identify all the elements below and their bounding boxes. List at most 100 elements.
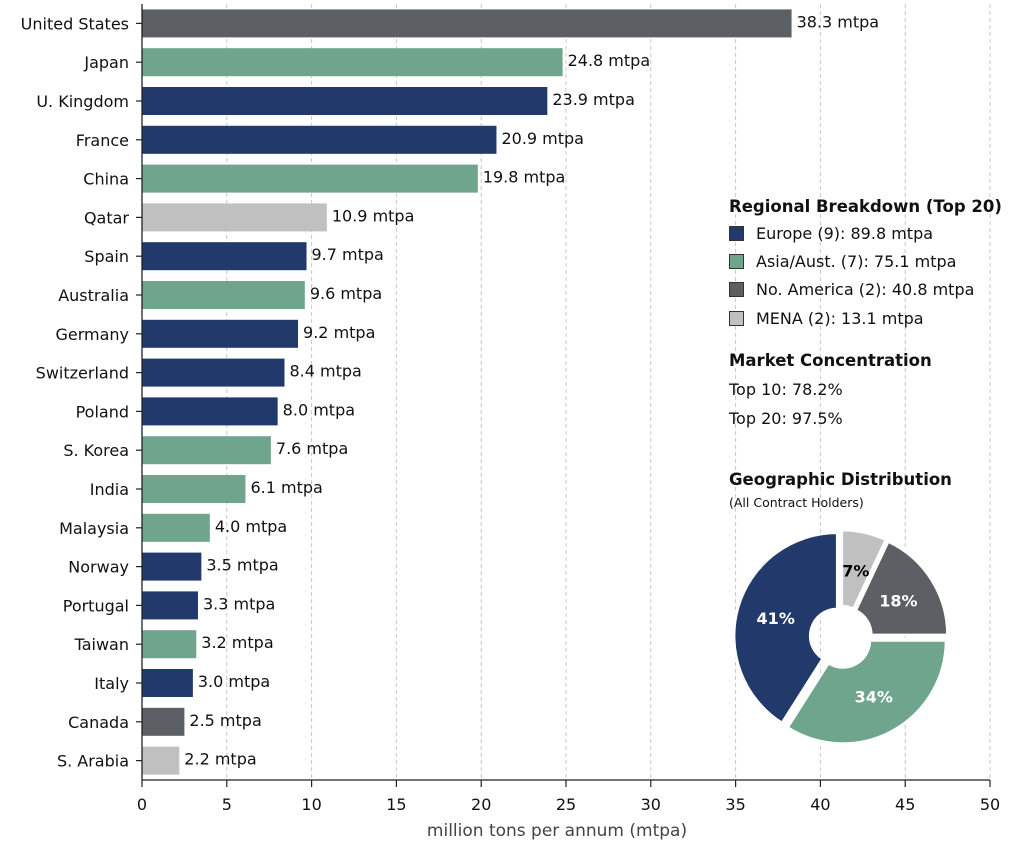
category-label: U. Kingdom <box>36 92 129 111</box>
axes: 0 5 10 15 20 25 30 35 40 45 50 United States Japan U.… <box>21 4 1000 814</box>
category-label: S. Arabia <box>57 752 129 771</box>
value-label: 8.4 mtpa <box>289 362 361 381</box>
bar <box>142 552 202 581</box>
pie-slice <box>786 639 948 745</box>
legend-label: Asia/Aust. (7): 75.1 mtpa <box>756 251 957 271</box>
value-label: 3.3 mtpa <box>203 594 275 613</box>
bar <box>142 87 548 115</box>
side-panel: Regional Breakdown (Top 20) Europe (9): … <box>729 196 1023 510</box>
value-label: 3.0 mtpa <box>198 672 270 691</box>
value-label: 20.9 mtpa <box>501 129 584 148</box>
x-axis-title: million tons per annum (mtpa) <box>427 821 687 841</box>
pie-slice-label: 41% <box>757 609 795 628</box>
x-tick-label: 50 <box>980 795 1000 814</box>
category-label: Portugal <box>63 596 129 615</box>
bar <box>142 397 278 426</box>
bar <box>142 513 210 542</box>
legend-item: MENA (2): 13.1 mtpa <box>729 304 1023 332</box>
value-label: 10.9 mtpa <box>332 206 415 225</box>
category-label: S. Korea <box>63 441 129 460</box>
legend-swatch <box>729 225 744 241</box>
category-label: Italy <box>94 674 129 693</box>
geo-distribution-title: Geographic Distribution <box>729 470 952 489</box>
value-label: 9.7 mtpa <box>312 245 384 264</box>
value-label: 24.8 mtpa <box>568 51 651 70</box>
pie-slice-label: 7% <box>842 562 869 581</box>
category-label: Qatar <box>84 208 129 227</box>
bar <box>142 436 271 465</box>
x-tick-label: 25 <box>556 795 576 814</box>
bar <box>142 9 792 38</box>
category-label: India <box>90 480 129 499</box>
bars: 38.3 mtpa 24.8 mtpa 23.9 mtpa 20.9 mtpa 19.8… <box>142 9 880 775</box>
category-label: Taiwan <box>74 635 129 654</box>
pie-slice <box>732 531 839 725</box>
value-label: 8.0 mtpa <box>283 400 355 419</box>
geo-distribution-subtitle: (All Contract Holders) <box>729 495 864 510</box>
value-label: 19.8 mtpa <box>483 168 566 187</box>
category-label: France <box>76 131 129 150</box>
category-label: Switzerland <box>36 364 129 383</box>
bar <box>142 48 563 77</box>
value-label: 2.5 mtpa <box>189 711 261 730</box>
pie-slice-label: 18% <box>879 592 917 611</box>
x-tick-label: 0 <box>137 795 147 814</box>
top10-share: Top 10: 78.2% <box>729 380 843 400</box>
legend-item: No. America (2): 40.8 mtpa <box>729 276 1023 304</box>
x-tick-label: 5 <box>222 795 232 814</box>
value-label: 9.2 mtpa <box>303 323 375 342</box>
bar <box>142 125 497 154</box>
bar <box>142 630 197 659</box>
legend-item: Europe (9): 89.8 mtpa <box>729 219 1023 247</box>
value-label: 3.2 mtpa <box>201 633 273 652</box>
value-label: 3.5 mtpa <box>206 556 278 575</box>
value-label: 38.3 mtpa <box>797 12 880 31</box>
legend-swatch <box>729 282 744 298</box>
legend-item: Asia/Aust. (7): 75.1 mtpa <box>729 247 1023 275</box>
x-tick-label: 20 <box>471 795 491 814</box>
x-tick-label: 35 <box>725 795 745 814</box>
category-label: Japan <box>83 53 129 72</box>
x-tick-label: 10 <box>301 795 321 814</box>
pie-slice-label: 34% <box>855 688 893 707</box>
bar <box>142 319 299 348</box>
x-tick-label: 30 <box>641 795 661 814</box>
legend-label: MENA (2): 13.1 mtpa <box>756 308 924 328</box>
legend-swatch <box>729 310 744 326</box>
market-concentration-title: Market Concentration <box>729 351 932 371</box>
legend-swatch <box>729 253 744 269</box>
value-label: 23.9 mtpa <box>552 90 635 109</box>
category-label: China <box>83 170 129 189</box>
bar <box>142 707 185 736</box>
bar <box>142 475 246 503</box>
legend-label: No. America (2): 40.8 mtpa <box>756 280 975 300</box>
bar <box>142 746 180 775</box>
legend-label: Europe (9): 89.8 mtpa <box>756 223 934 243</box>
category-label: Canada <box>68 713 129 732</box>
market-concentration: Market Concentration Top 10: 78.2% Top 2… <box>729 350 1023 433</box>
x-tick-label: 45 <box>895 795 915 814</box>
x-tick-label: 40 <box>810 795 830 814</box>
legend: Europe (9): 89.8 mtpa Asia/Aust. (7): 75.… <box>729 219 1023 332</box>
regional-breakdown-title: Regional Breakdown (Top 20) <box>729 197 1002 216</box>
bar <box>142 164 478 193</box>
category-label: Spain <box>84 247 129 266</box>
category-label: Poland <box>76 402 129 421</box>
bar <box>142 591 198 620</box>
pie-chart: 7% 18% 34% 41% <box>732 530 949 745</box>
value-label: 7.6 mtpa <box>276 439 348 458</box>
value-label: 6.1 mtpa <box>250 478 322 497</box>
bar <box>142 669 193 697</box>
category-label: Germany <box>55 325 129 344</box>
pie-slice <box>854 539 949 637</box>
category-label: Malaysia <box>59 519 129 538</box>
category-label: Norway <box>68 558 129 577</box>
category-label: Australia <box>58 286 129 305</box>
bar <box>142 203 327 232</box>
value-label: 9.6 mtpa <box>310 284 382 303</box>
x-tick-label: 15 <box>386 795 406 814</box>
value-label: 4.0 mtpa <box>215 517 287 536</box>
category-label: United States <box>21 14 129 33</box>
pie-slice <box>840 530 888 611</box>
value-label: 2.2 mtpa <box>184 750 256 769</box>
